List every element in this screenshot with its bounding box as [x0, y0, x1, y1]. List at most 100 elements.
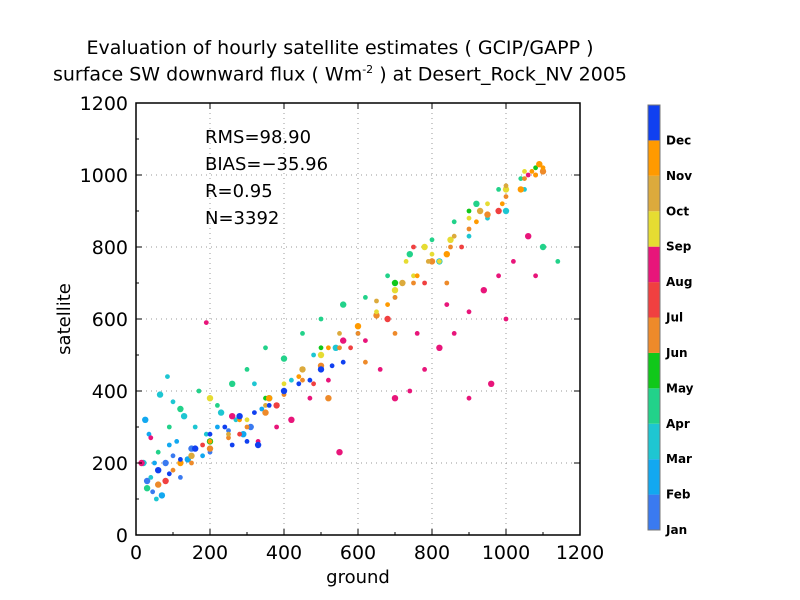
- data-point-oct: [399, 279, 406, 287]
- data-point-sep: [281, 381, 287, 387]
- data-point-dec: [166, 471, 172, 477]
- data-point-nov: [517, 186, 524, 193]
- data-point-may: [318, 345, 324, 351]
- subtitle-prefix: surface SW downward flux ( Wm: [52, 63, 363, 86]
- data-point-jun: [411, 280, 416, 286]
- data-point-feb: [240, 431, 247, 438]
- data-point-dec: [296, 381, 302, 387]
- colorbar-label: Jun: [665, 346, 688, 360]
- data-point-apr: [318, 316, 324, 322]
- colorbar-label: Jul: [665, 311, 683, 325]
- data-point-oct: [263, 403, 268, 408]
- colorbar-segment: [648, 246, 660, 283]
- data-point-jun: [448, 244, 453, 250]
- data-point-sep: [485, 201, 490, 207]
- data-point-nov: [443, 251, 450, 258]
- data-point-aug: [307, 395, 313, 401]
- x-tick-label: 0: [130, 542, 142, 564]
- y-tick-label: 1000: [80, 165, 128, 187]
- data-point-mar: [502, 207, 510, 215]
- data-point-jun: [392, 331, 398, 336]
- data-point-sep: [437, 259, 442, 264]
- data-point-aug: [496, 273, 501, 279]
- data-point-mar: [311, 352, 316, 358]
- x-tick-label: 1200: [556, 542, 604, 564]
- data-point-sep: [411, 273, 416, 279]
- data-point-jun: [206, 445, 214, 452]
- data-point-aug: [414, 331, 420, 336]
- data-point-sep: [244, 417, 250, 423]
- data-point-mar: [170, 399, 176, 405]
- colorbar-label: Oct: [666, 204, 689, 218]
- data-point-jun: [522, 176, 527, 182]
- data-point-sep: [421, 243, 428, 251]
- data-point-mar: [192, 424, 198, 430]
- data-point-jul: [495, 207, 502, 215]
- subtitle-exponent: -2: [362, 63, 374, 76]
- data-point-mar: [148, 475, 154, 480]
- data-point-aug: [451, 331, 457, 336]
- data-point-oct: [425, 259, 431, 264]
- data-point-jun: [363, 359, 368, 365]
- colorbar-segment: [648, 175, 660, 212]
- colorbar-label: Sep: [666, 240, 692, 254]
- data-point-mar: [289, 377, 294, 383]
- data-point-aug: [340, 337, 347, 344]
- data-point-oct: [299, 366, 306, 373]
- data-point-jul: [411, 244, 416, 250]
- data-point-sep: [317, 351, 325, 359]
- data-point-jul: [273, 402, 280, 409]
- data-point-jun: [244, 424, 250, 430]
- data-point-apr: [340, 301, 347, 308]
- data-point-sep: [391, 287, 399, 294]
- data-point-jun: [262, 409, 269, 416]
- data-point-jan: [162, 459, 169, 467]
- data-point-aug: [336, 449, 343, 456]
- data-point-mar: [332, 344, 339, 351]
- data-point-dec: [254, 441, 262, 449]
- data-point-jan: [170, 453, 176, 459]
- data-point-feb: [142, 416, 149, 423]
- data-point-jul: [162, 477, 169, 485]
- data-point-mar: [217, 409, 225, 416]
- colorbar-segment: [648, 352, 660, 389]
- y-tick-label: 800: [92, 237, 128, 259]
- colorbar-label: Mar: [666, 452, 692, 466]
- colorbar-label: Apr: [666, 417, 690, 431]
- y-tick-label: 1200: [80, 93, 128, 115]
- data-point-aug: [391, 395, 399, 402]
- data-point-apr: [280, 355, 288, 362]
- colorbar-segment: [648, 282, 660, 318]
- data-point-jul: [348, 345, 353, 351]
- data-point-feb: [215, 424, 220, 430]
- y-tick-label: 600: [92, 309, 128, 331]
- data-point-aug: [511, 259, 516, 264]
- data-point-nov: [266, 395, 273, 402]
- data-point-mar: [180, 413, 188, 420]
- data-point-nov: [207, 439, 213, 444]
- colorbar-label: Aug: [666, 275, 692, 289]
- colorbar-segment: [648, 105, 660, 141]
- data-point-aug: [274, 424, 279, 430]
- stat-line: N=3392: [205, 208, 279, 229]
- data-point-jun: [503, 194, 509, 200]
- data-point-nov: [540, 165, 546, 171]
- data-point-nov: [385, 302, 390, 307]
- data-point-jul: [237, 431, 243, 437]
- data-point-jun: [325, 395, 332, 402]
- y-tick-label: 400: [92, 381, 128, 403]
- data-point-jul: [384, 315, 391, 323]
- colorbar-label: Nov: [666, 169, 692, 183]
- colorbar-segment: [648, 140, 660, 176]
- data-point-jan: [247, 423, 254, 431]
- data-point-dec: [252, 410, 257, 415]
- subtitle-suffix: ) at Desert_Rock_NV 2005: [373, 63, 627, 86]
- data-point-jul: [459, 244, 464, 250]
- data-point-mar: [203, 431, 209, 437]
- data-point-apr: [406, 251, 413, 258]
- data-point-jun: [484, 211, 491, 218]
- colorbar-label: Jan: [665, 523, 687, 537]
- x-axis-label: ground: [326, 567, 390, 588]
- data-point-apr: [196, 388, 202, 394]
- data-point-mar: [165, 374, 170, 379]
